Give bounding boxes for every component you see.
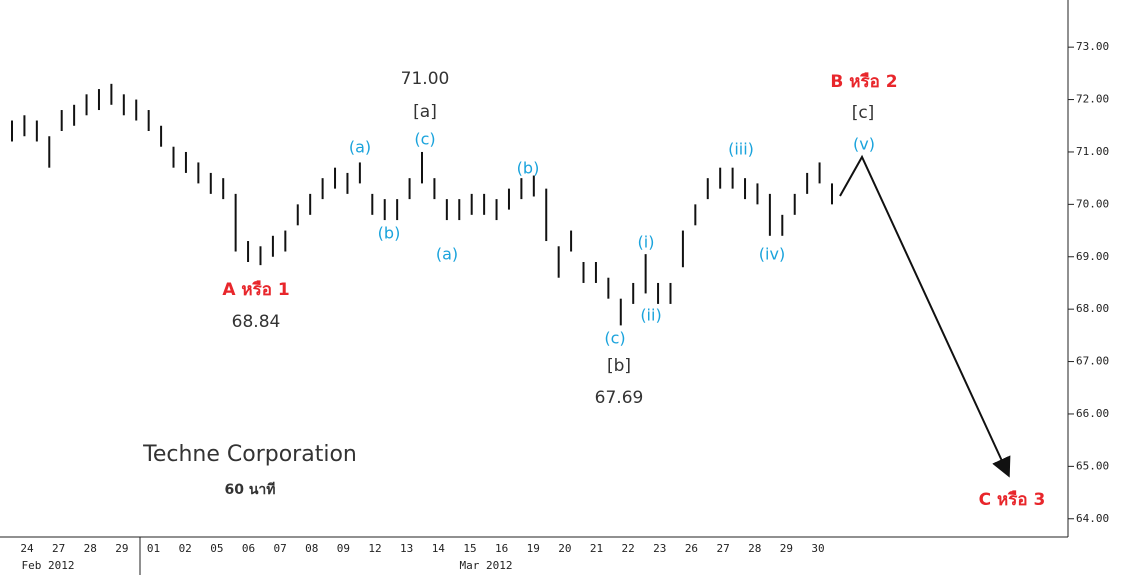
x-day-label: 27 — [52, 542, 65, 555]
x-day-label: 05 — [210, 542, 223, 555]
chart-subtitle: 60 นาที — [224, 482, 275, 498]
wave-label: (iv) — [759, 245, 785, 264]
x-day-label: 20 — [558, 542, 571, 555]
projection-arrow — [839, 154, 1011, 478]
x-day-label: 01 — [147, 542, 160, 555]
wave-label: 68.84 — [232, 312, 281, 332]
wave-label: 67.69 — [595, 388, 644, 408]
x-day-label: 29 — [780, 542, 793, 555]
x-day-label: 02 — [179, 542, 192, 555]
y-tick-label: 69.00 — [1076, 250, 1109, 263]
x-day-label: 19 — [527, 542, 540, 555]
y-tick-label: 72.00 — [1076, 93, 1109, 106]
x-day-label: 14 — [432, 542, 446, 555]
wave-label: [c] — [852, 103, 875, 123]
wave-label: [b] — [607, 356, 631, 376]
x-day-label: 07 — [273, 542, 286, 555]
wave-label: (b) — [378, 224, 401, 243]
x-day-label: 30 — [811, 542, 824, 555]
chart-title: Techne Corporation — [142, 442, 357, 467]
x-day-label: 28 — [84, 542, 97, 555]
x-day-label: 06 — [242, 542, 255, 555]
x-day-label: 12 — [368, 542, 381, 555]
wave-label: (i) — [638, 233, 655, 252]
wave-label: (a) — [436, 245, 458, 264]
x-day-label: 23 — [653, 542, 666, 555]
wave-label: 71.00 — [401, 69, 450, 89]
x-day-label: 21 — [590, 542, 603, 555]
month-label: Feb 2012 — [22, 559, 75, 572]
wave-label: (c) — [414, 130, 435, 149]
y-tick-label: 70.00 — [1076, 197, 1109, 210]
x-day-label: 26 — [685, 542, 698, 555]
wave-label: B หรือ 2 — [830, 71, 897, 92]
y-tick-label: 68.00 — [1076, 302, 1109, 315]
y-tick-label: 71.00 — [1076, 145, 1109, 158]
x-day-label: 09 — [337, 542, 350, 555]
y-tick-label: 67.00 — [1076, 355, 1109, 368]
wave-label: (v) — [853, 135, 875, 154]
y-tick-label: 64.00 — [1076, 512, 1109, 525]
wave-label: (c) — [604, 329, 625, 348]
y-tick-label: 73.00 — [1076, 40, 1109, 53]
x-day-label: 16 — [495, 542, 508, 555]
wave-label: [a] — [413, 102, 437, 122]
wave-label: (a) — [349, 138, 371, 157]
x-day-label: 08 — [305, 542, 318, 555]
wave-label: (b) — [517, 159, 540, 178]
wave-label: A หรือ 1 — [222, 279, 289, 300]
y-tick-label: 66.00 — [1076, 407, 1109, 420]
x-day-label: 28 — [748, 542, 761, 555]
wave-label: C หรือ 3 — [979, 489, 1046, 510]
x-day-label: 29 — [115, 542, 128, 555]
y-tick-label: 65.00 — [1076, 459, 1109, 472]
month-label: Mar 2012 — [460, 559, 513, 572]
x-day-label: 13 — [400, 542, 413, 555]
x-day-label: 27 — [716, 542, 729, 555]
wave-label: (iii) — [728, 140, 754, 159]
x-day-label: 22 — [622, 542, 635, 555]
x-day-label: 15 — [463, 542, 476, 555]
x-day-label: 24 — [20, 542, 34, 555]
wave-label: (ii) — [640, 306, 661, 325]
